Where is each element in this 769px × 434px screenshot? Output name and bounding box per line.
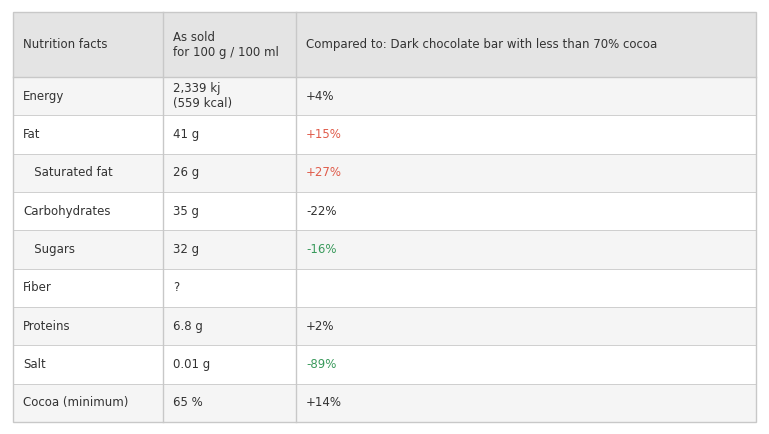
Text: +14%: +14%: [306, 396, 342, 409]
Bar: [13, 154, 756, 192]
Text: 26 g: 26 g: [173, 166, 199, 179]
Text: +15%: +15%: [306, 128, 342, 141]
Text: 6.8 g: 6.8 g: [173, 319, 203, 332]
Text: Energy: Energy: [23, 89, 65, 102]
Text: 0.01 g: 0.01 g: [173, 358, 210, 371]
Text: -22%: -22%: [306, 204, 337, 217]
Text: ?: ?: [173, 281, 179, 294]
Text: 65 %: 65 %: [173, 396, 203, 409]
Text: Compared to: Dark chocolate bar with less than 70% cocoa: Compared to: Dark chocolate bar with les…: [306, 38, 657, 51]
Text: 2,339 kj
(559 kcal): 2,339 kj (559 kcal): [173, 82, 232, 110]
Text: -89%: -89%: [306, 358, 336, 371]
Bar: [13, 307, 756, 345]
Text: Fat: Fat: [23, 128, 41, 141]
Text: Nutrition facts: Nutrition facts: [23, 38, 108, 51]
Text: Sugars: Sugars: [23, 243, 75, 256]
Text: Fiber: Fiber: [23, 281, 52, 294]
Text: -16%: -16%: [306, 243, 337, 256]
Text: +4%: +4%: [306, 89, 335, 102]
Text: Cocoa (minimum): Cocoa (minimum): [23, 396, 128, 409]
Text: Saturated fat: Saturated fat: [23, 166, 113, 179]
Bar: [13, 192, 756, 230]
Text: 32 g: 32 g: [173, 243, 199, 256]
Bar: [13, 269, 756, 307]
Text: Carbohydrates: Carbohydrates: [23, 204, 111, 217]
Text: 41 g: 41 g: [173, 128, 199, 141]
Text: +2%: +2%: [306, 319, 335, 332]
Bar: [13, 77, 756, 115]
Bar: [13, 384, 756, 422]
Bar: [13, 230, 756, 269]
Text: +27%: +27%: [306, 166, 342, 179]
Text: 35 g: 35 g: [173, 204, 199, 217]
Bar: [13, 115, 756, 154]
Text: Salt: Salt: [23, 358, 46, 371]
Text: Proteins: Proteins: [23, 319, 71, 332]
Bar: [13, 345, 756, 384]
Text: As sold
for 100 g / 100 ml: As sold for 100 g / 100 ml: [173, 30, 279, 59]
Bar: [13, 12, 756, 77]
